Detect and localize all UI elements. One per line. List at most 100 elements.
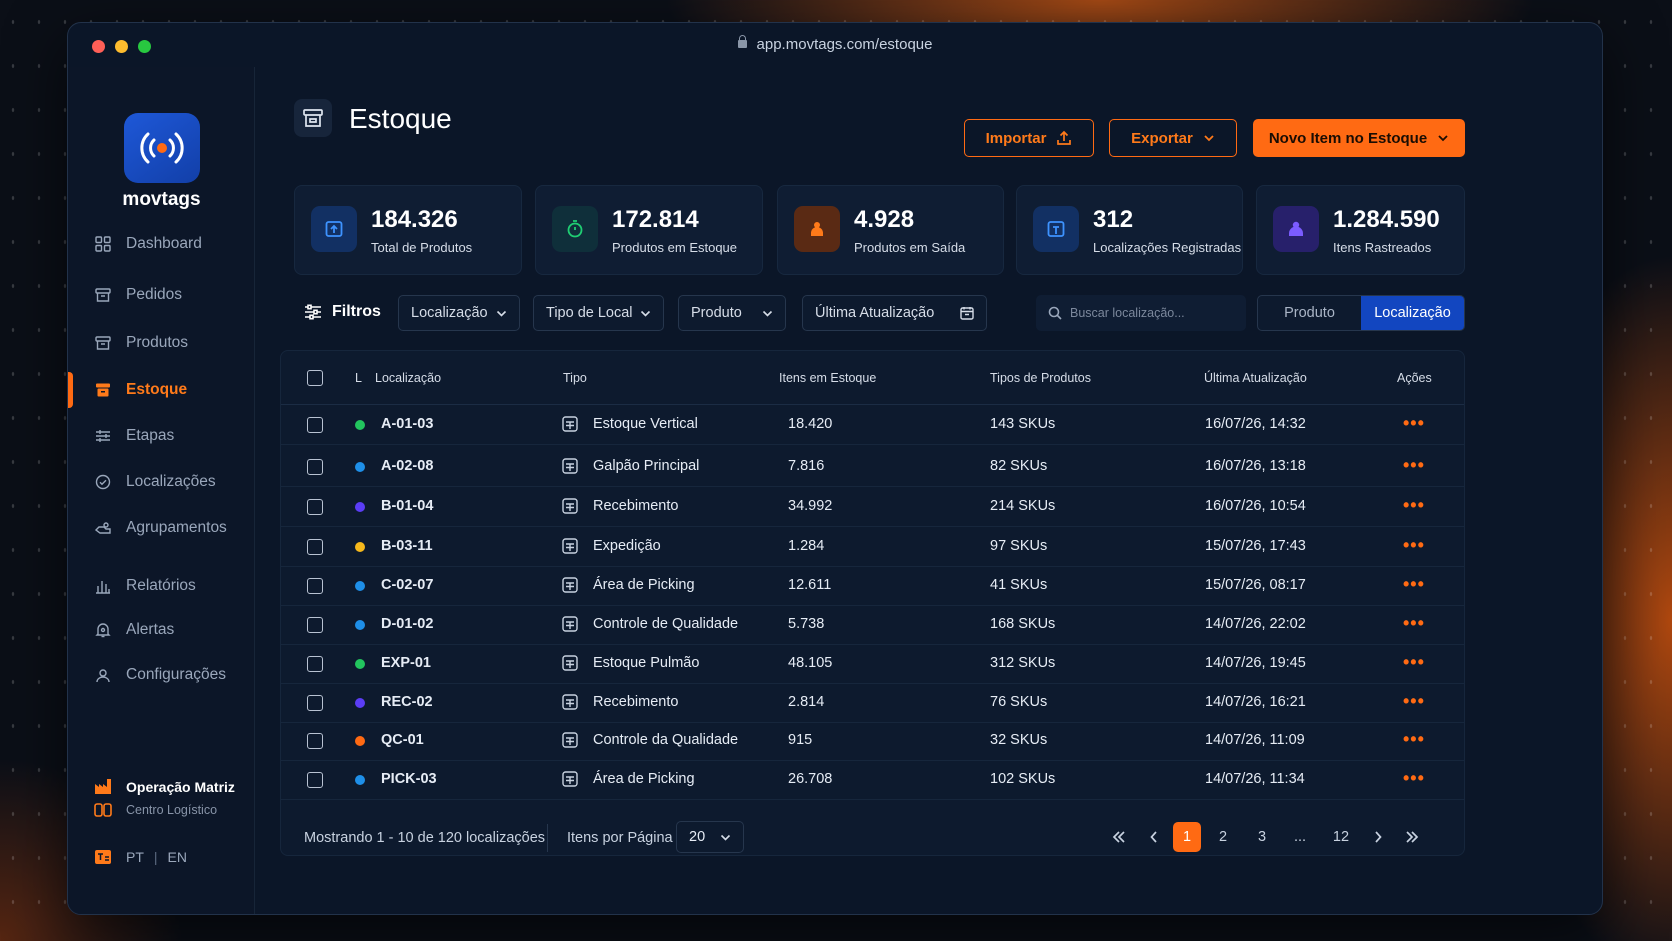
first-page-button[interactable] xyxy=(1105,822,1133,852)
import-button[interactable]: Importar xyxy=(964,119,1094,157)
new-item-button[interactable]: Novo Item no Estoque xyxy=(1253,119,1465,157)
table-row[interactable]: B-03-11 Expedição 1.284 97 SKUs 15/07/26, 17… xyxy=(281,527,1464,567)
type-filter-dropdown[interactable]: Tipo de Local xyxy=(533,295,664,331)
minimize-window-button[interactable] xyxy=(115,40,128,53)
column-header-updated[interactable]: Última Atualização xyxy=(1204,371,1307,385)
toggle-localizacao[interactable]: Localização xyxy=(1361,296,1464,330)
table-row[interactable]: C-02-07 Área de Picking 12.611 41 SKUs 15/07… xyxy=(281,566,1464,606)
table-row[interactable]: B-01-04 Recebimento 34.992 214 SKUs 16/07/26… xyxy=(281,487,1464,527)
more-actions-icon[interactable]: ••• xyxy=(1403,413,1425,433)
location-code[interactable]: B-01-04 xyxy=(381,498,434,514)
row-checkbox[interactable] xyxy=(307,459,323,475)
sidebar-item-estoque[interactable]: Estoque xyxy=(68,370,255,410)
toggle-produto[interactable]: Produto xyxy=(1284,305,1335,321)
location-code[interactable]: REC-02 xyxy=(381,694,433,710)
table-row[interactable]: A-02-08 Galpão Principal 7.816 82 SKUs 16/07… xyxy=(281,447,1464,487)
search-input[interactable] xyxy=(1070,306,1230,320)
sidebar-item-dashboard[interactable]: Dashboard xyxy=(68,224,255,264)
column-header-product-types[interactable]: Tipos de Produtos xyxy=(990,371,1091,385)
location-code[interactable]: PICK-03 xyxy=(381,771,437,787)
sidebar-item-relatorios[interactable]: Relatórios xyxy=(68,566,255,606)
row-checkbox[interactable] xyxy=(307,772,323,788)
last-updated: 16/07/26, 10:54 xyxy=(1205,498,1306,514)
buffer-icon xyxy=(561,654,579,672)
sidebar-item-localizacoes[interactable]: Localizações xyxy=(68,462,255,502)
location-filter-dropdown[interactable]: Localização xyxy=(398,295,520,331)
page-button-1[interactable]: 1 xyxy=(1173,822,1201,852)
export-button[interactable]: Exportar xyxy=(1109,119,1237,157)
stat-label: Itens Rastreados xyxy=(1333,240,1432,255)
search-icon xyxy=(1048,306,1062,320)
more-actions-icon[interactable]: ••• xyxy=(1403,495,1425,515)
organization-switcher[interactable]: Operação Matriz Centro Logístico xyxy=(94,779,235,817)
column-header-location[interactable]: Localização xyxy=(375,371,442,385)
location-code[interactable]: D-01-02 xyxy=(381,616,434,632)
more-actions-icon[interactable]: ••• xyxy=(1403,652,1425,672)
location-code[interactable]: C-02-07 xyxy=(381,577,434,593)
table-row[interactable]: PICK-03 Área de Picking 26.708 102 SKUs 14/0… xyxy=(281,760,1464,800)
column-header-type[interactable]: Tipo xyxy=(563,371,587,385)
row-checkbox[interactable] xyxy=(307,733,323,749)
page-ellipsis: ... xyxy=(1293,829,1307,845)
maximize-window-button[interactable] xyxy=(138,40,151,53)
page-button-3[interactable]: 3 xyxy=(1257,829,1267,845)
table-row[interactable]: REC-02 Recebimento 2.814 76 SKUs 14/07/26, 1… xyxy=(281,683,1464,723)
sidebar-item-etapas[interactable]: Etapas xyxy=(68,416,255,456)
address-bar[interactable]: app.movtags.com/estoque xyxy=(68,35,1602,53)
lang-pt[interactable]: PT xyxy=(126,849,144,865)
table-row[interactable]: A-01-03 Estoque Vertical 18.420 143 SKUs 16/… xyxy=(281,405,1464,445)
row-checkbox[interactable] xyxy=(307,499,323,515)
location-code[interactable]: EXP-01 xyxy=(381,655,431,671)
close-window-button[interactable] xyxy=(92,40,105,53)
more-actions-icon[interactable]: ••• xyxy=(1403,455,1425,475)
row-checkbox[interactable] xyxy=(307,578,323,594)
table-row[interactable]: EXP-01 Estoque Pulmão 48.105 312 SKUs 14/07/… xyxy=(281,644,1464,684)
date-filter-dropdown[interactable]: Última Atualização xyxy=(802,295,987,331)
prev-page-button[interactable] xyxy=(1140,822,1168,852)
select-all-checkbox[interactable] xyxy=(307,370,323,386)
table-row[interactable]: D-01-02 Controle de Qualidade 5.738 168 SKU… xyxy=(281,605,1464,645)
more-actions-icon[interactable]: ••• xyxy=(1403,535,1425,555)
row-checkbox[interactable] xyxy=(307,417,323,433)
calendar-icon xyxy=(960,307,974,320)
last-updated: 14/07/26, 11:34 xyxy=(1205,771,1305,787)
receive-icon xyxy=(561,693,579,711)
warehouse-icon xyxy=(94,381,112,399)
table-row[interactable]: QC-01 Controle da Qualidade 915 32 SKUs 14/0… xyxy=(281,721,1464,761)
column-header-items[interactable]: Itens em Estoque xyxy=(779,371,877,385)
more-actions-icon[interactable]: ••• xyxy=(1403,729,1425,749)
filters-toggle[interactable]: Filtros xyxy=(304,303,381,321)
product-filter-dropdown[interactable]: Produto xyxy=(678,295,786,331)
row-checkbox[interactable] xyxy=(307,617,323,633)
search-box[interactable] xyxy=(1036,295,1246,331)
page-button-2[interactable]: 2 xyxy=(1218,829,1228,845)
page-button-12[interactable]: 12 xyxy=(1332,829,1350,845)
items-in-stock: 1.284 xyxy=(788,538,825,554)
stat-label: Localizações Registradas xyxy=(1093,240,1242,255)
row-checkbox[interactable] xyxy=(307,656,323,672)
location-code[interactable]: QC-01 xyxy=(381,732,424,748)
sidebar-item-pedidos[interactable]: Pedidos xyxy=(68,275,255,315)
row-checkbox[interactable] xyxy=(307,695,323,711)
sidebar-item-configuracoes[interactable]: Configurações xyxy=(68,655,255,695)
location-code[interactable]: B-03-11 xyxy=(381,538,433,554)
next-page-button[interactable] xyxy=(1364,822,1392,852)
column-header-l[interactable]: L xyxy=(355,371,362,385)
more-actions-icon[interactable]: ••• xyxy=(1403,691,1425,711)
inbox-icon xyxy=(561,497,579,515)
per-page-select[interactable]: 20 xyxy=(676,821,744,853)
location-code[interactable]: A-02-08 xyxy=(381,458,434,474)
lang-en[interactable]: EN xyxy=(167,849,187,865)
more-actions-icon[interactable]: ••• xyxy=(1403,613,1425,633)
more-actions-icon[interactable]: ••• xyxy=(1403,574,1425,594)
sidebar-item-alertas[interactable]: Alertas xyxy=(68,610,255,650)
row-checkbox[interactable] xyxy=(307,539,323,555)
logo-icon[interactable] xyxy=(124,113,200,183)
more-actions-icon[interactable]: ••• xyxy=(1403,768,1425,788)
sidebar-item-produtos[interactable]: Produtos xyxy=(68,323,255,363)
last-page-button[interactable] xyxy=(1398,822,1426,852)
last-updated: 14/07/26, 11:09 xyxy=(1205,732,1305,748)
language-switcher: PT | EN xyxy=(94,849,187,865)
location-code[interactable]: A-01-03 xyxy=(381,416,434,432)
sidebar-item-agrupamentos[interactable]: Agrupamentos xyxy=(68,508,255,548)
